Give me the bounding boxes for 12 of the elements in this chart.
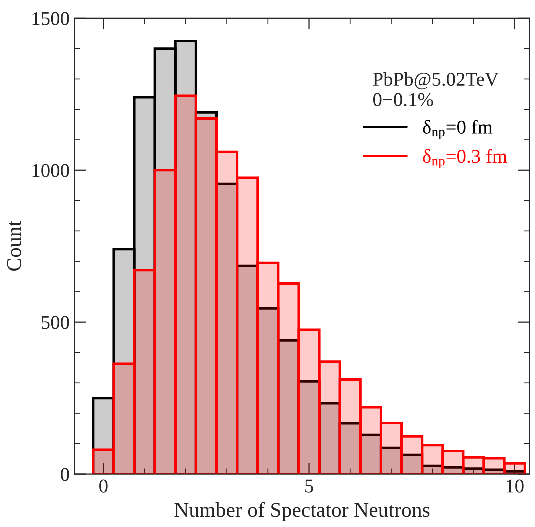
- x-axis-title: Number of Spectator Neutrons: [174, 502, 430, 522]
- y-tick-label: 1500: [32, 12, 70, 26]
- x-tick-label: 0: [100, 480, 108, 493]
- x-tick-label: 5: [306, 480, 314, 493]
- x-tick-label: 10: [506, 480, 524, 493]
- legend-title: PbPb@5.02TeV 0−0.1%: [373, 72, 499, 107]
- legend-label: δ$_{np}$=0.3 fm: [423, 149, 508, 169]
- y-tick-label: 500: [42, 316, 70, 330]
- legend-label: δ$_{np}$=0 fm: [423, 120, 493, 140]
- y-tick-label: 0: [61, 468, 70, 482]
- y-tick-label: 1000: [32, 164, 70, 178]
- y-axis-title: Count: [7, 221, 22, 271]
